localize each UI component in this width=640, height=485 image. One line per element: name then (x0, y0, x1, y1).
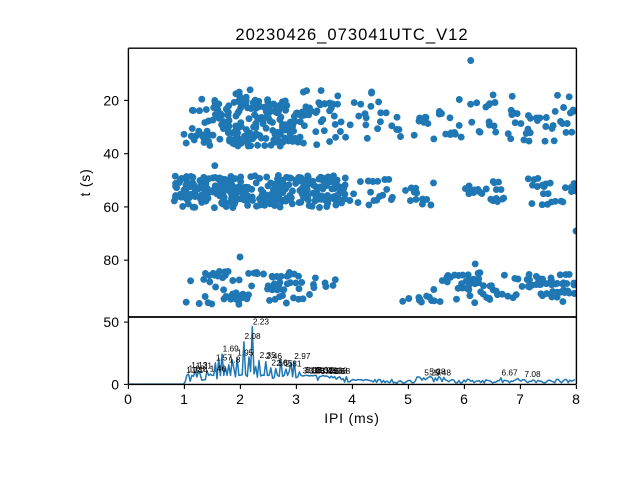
svg-text:1.14: 1.14 (192, 365, 209, 375)
svg-text:3.15: 3.15 (304, 365, 321, 375)
svg-text:80: 80 (103, 252, 119, 268)
svg-text:1.13: 1.13 (191, 360, 208, 370)
svg-text:8: 8 (572, 391, 580, 407)
svg-text:4: 4 (348, 391, 356, 407)
svg-text:3.23: 3.23 (309, 366, 326, 376)
svg-text:1.08: 1.08 (189, 364, 206, 374)
svg-text:3.37: 3.37 (317, 365, 334, 375)
svg-text:1.46: 1.46 (210, 364, 227, 374)
svg-text:20230426_073041UTC_V12: 20230426_073041UTC_V12 (235, 25, 468, 44)
svg-text:3.5: 3.5 (324, 366, 336, 376)
svg-text:50: 50 (103, 314, 119, 330)
svg-text:2: 2 (236, 391, 244, 407)
svg-text:5: 5 (404, 391, 412, 407)
svg-text:2.23: 2.23 (253, 316, 270, 326)
svg-text:5.38: 5.38 (429, 367, 446, 377)
svg-text:2.08: 2.08 (245, 331, 262, 341)
svg-text:0: 0 (111, 376, 119, 392)
svg-text:1: 1 (180, 391, 188, 407)
svg-text:5.29: 5.29 (424, 367, 441, 377)
svg-text:40: 40 (103, 146, 119, 162)
svg-text:1.57: 1.57 (216, 352, 233, 362)
svg-text:3.3: 3.3 (313, 365, 325, 375)
svg-text:20: 20 (103, 92, 119, 108)
svg-text:6: 6 (460, 391, 468, 407)
svg-text:3.58: 3.58 (329, 366, 346, 376)
svg-text:7: 7 (516, 391, 524, 407)
svg-text:3.68: 3.68 (334, 366, 351, 376)
svg-text:1.8: 1.8 (229, 354, 241, 364)
svg-text:3: 3 (292, 391, 300, 407)
svg-text:3.18: 3.18 (306, 365, 323, 375)
svg-text:5.48: 5.48 (435, 367, 452, 377)
svg-text:3.53: 3.53 (326, 366, 343, 376)
svg-text:60: 60 (103, 199, 119, 215)
svg-text:2.46: 2.46 (266, 351, 283, 361)
svg-text:3.44: 3.44 (321, 366, 338, 376)
svg-text:2.56: 2.56 (271, 357, 288, 367)
svg-text:IPI (ms): IPI (ms) (324, 410, 379, 426)
svg-text:2.97: 2.97 (294, 351, 311, 361)
svg-text:1.95: 1.95 (237, 347, 254, 357)
svg-text:3.12: 3.12 (303, 366, 320, 376)
svg-text:1.04: 1.04 (186, 365, 203, 375)
svg-text:3.63: 3.63 (331, 366, 348, 376)
svg-text:2.81: 2.81 (285, 359, 302, 369)
svg-text:1.21: 1.21 (196, 361, 213, 371)
svg-text:2.35: 2.35 (260, 350, 277, 360)
svg-text:7.08: 7.08 (525, 369, 542, 379)
svg-text:1.69: 1.69 (223, 344, 240, 354)
svg-text:6.67: 6.67 (502, 367, 519, 377)
svg-text:t (s): t (s) (77, 168, 93, 196)
svg-text:2.65: 2.65 (276, 358, 293, 368)
svg-text:0: 0 (124, 391, 132, 407)
